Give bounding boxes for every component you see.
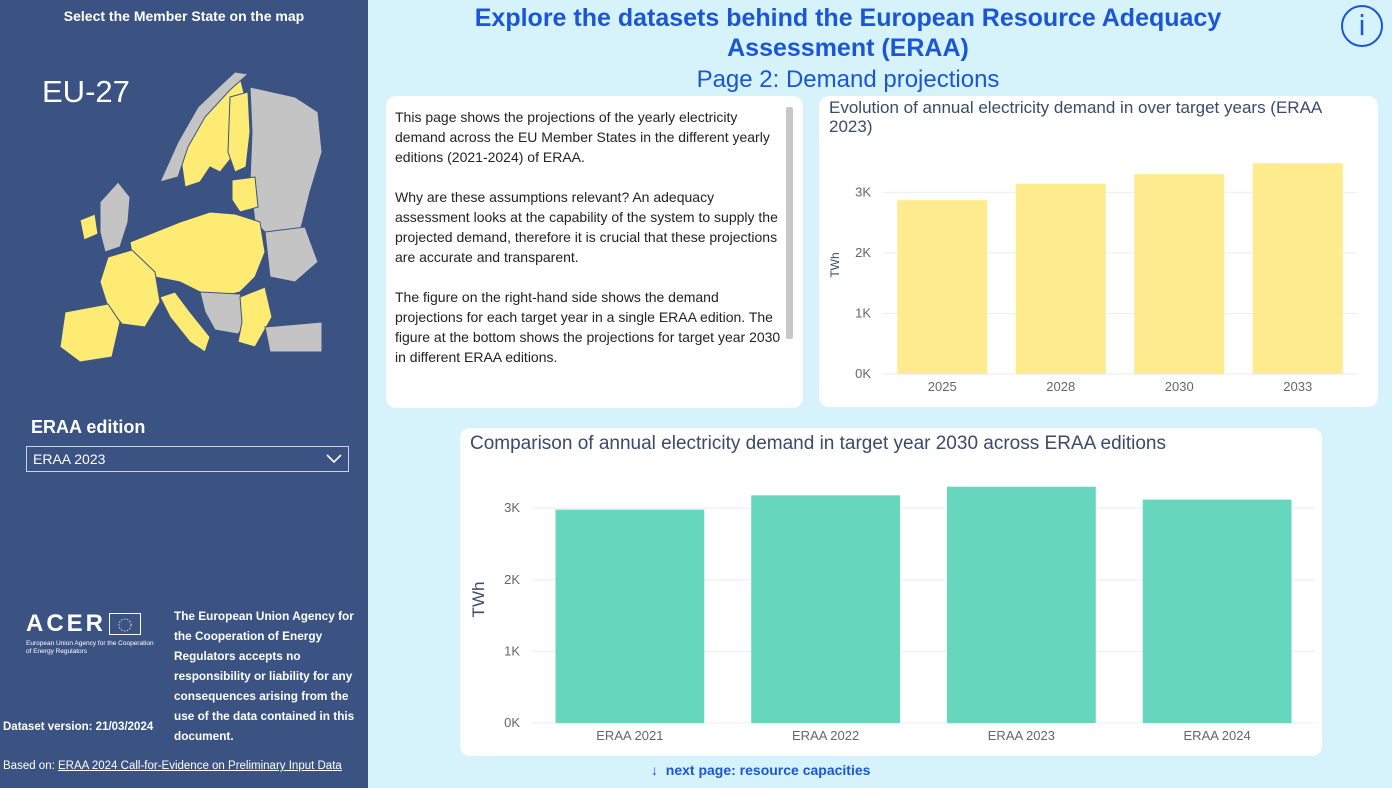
based-on-link[interactable]: ERAA 2024 Call-for-Evidence on Prelimina… (57, 760, 342, 772)
map-uk (99, 181, 131, 253)
chevron-down-icon (326, 454, 342, 464)
page-title-line1: Explore the datasets behind the European… (474, 4, 1222, 32)
acer-logo: ACER European Union Agency for the Coope… (26, 610, 158, 656)
bar[interactable] (946, 486, 1096, 723)
disclaimer-text: The European Union Agency for the Cooper… (174, 609, 355, 743)
map-baltics (231, 176, 259, 213)
x-tick-label: ERAA 2022 (792, 728, 859, 743)
x-tick-label: ERAA 2024 (1184, 728, 1251, 743)
sidebar: Select the Member State on the map EU-27… (0, 0, 368, 788)
x-tick-label: 2025 (928, 379, 957, 394)
x-tick-label: ERAA 2023 (988, 728, 1055, 743)
edition-dropdown[interactable]: ERAA 2023 (26, 446, 349, 472)
bar[interactable] (751, 495, 901, 723)
bar[interactable] (1134, 174, 1225, 374)
y-tick-label: 1K (855, 305, 871, 320)
y-tick-label: 0K (855, 366, 871, 381)
map-iberia (60, 303, 121, 362)
chart-target-years-card: Evolution of annual electricity demand i… (819, 96, 1378, 407)
edition-selected-value: ERAA 2023 (33, 451, 106, 467)
map-greece-bulgaria (237, 286, 273, 348)
map-balkans (199, 291, 251, 335)
selected-region-label: EU-27 (42, 74, 130, 109)
bar[interactable] (1015, 183, 1106, 374)
description-scrollbar[interactable] (786, 107, 793, 339)
x-tick-label: 2030 (1165, 379, 1194, 394)
next-page-link[interactable]: ↓ next page: resource capacities (651, 762, 870, 778)
map-instruction: Select the Member State on the map (63, 8, 305, 24)
map-italy (159, 291, 211, 353)
description-text: This page shows the projections of the y… (395, 107, 787, 387)
y-axis-label: TWh (828, 252, 842, 277)
page-title-line2: Assessment (ERAA) (727, 34, 969, 62)
description-paragraph-3: The figure on the right-hand side shows … (395, 289, 781, 365)
map-central-eu (129, 211, 266, 298)
acer-subtitle: European Union Agency for the Cooperatio… (26, 640, 154, 655)
chart-target-years: Evolution of annual electricity demand i… (828, 98, 1357, 394)
eu-flag-icon (109, 613, 142, 635)
chart-title-line: Comparison of annual electricity demand … (470, 433, 1166, 454)
y-tick-label: 3K (504, 500, 520, 515)
map-ireland (79, 213, 99, 241)
bar[interactable] (897, 200, 988, 374)
map-france (99, 249, 161, 328)
europe-map[interactable] (60, 72, 322, 362)
bar[interactable] (555, 509, 705, 723)
based-on-prefix: Based on: (3, 760, 58, 772)
y-tick-label: 1K (504, 643, 520, 658)
y-tick-label: 3K (855, 184, 871, 199)
bar[interactable] (1142, 499, 1292, 723)
y-tick-label: 0K (504, 715, 520, 730)
x-tick-label: ERAA 2021 (596, 728, 663, 743)
description-paragraph-1: This page shows the projections of the y… (395, 109, 770, 165)
down-arrow-icon: ↓ (651, 762, 658, 778)
edition-label: ERAA edition (31, 417, 146, 437)
bar[interactable] (1252, 163, 1343, 374)
next-page-label: next page: resource capacities (665, 762, 871, 778)
x-tick-label: 2033 (1283, 379, 1312, 394)
map-russia (249, 86, 322, 243)
x-tick-label: 2028 (1046, 379, 1075, 394)
acer-name: ACER (26, 610, 107, 637)
map-norway (159, 72, 250, 183)
map-finland (227, 91, 251, 173)
description-card: This page shows the projections of the y… (386, 96, 803, 408)
based-on: Based on: ERAA 2024 Call-for-Evidence on… (3, 760, 342, 772)
chart-editions: Comparison of annual electricity demand … (469, 433, 1315, 743)
chart-editions-card: Comparison of annual electricity demand … (460, 428, 1322, 756)
chart-title-line: Evolution of annual electricity demand i… (829, 98, 1323, 117)
y-axis-label: TWh (469, 582, 488, 618)
y-tick-label: 2K (504, 572, 520, 587)
y-tick-label: 2K (855, 245, 871, 260)
page-subtitle: Page 2: Demand projections (696, 66, 1000, 93)
map-turkey (264, 321, 322, 353)
chart-title-line: 2023) (829, 117, 872, 136)
description-paragraph-2: Why are these assumptions relevant? An a… (395, 189, 778, 265)
dataset-version: Dataset version: 21/03/2024 (3, 721, 154, 733)
map-ukraine (264, 226, 319, 283)
info-icon[interactable]: i (1341, 5, 1383, 47)
